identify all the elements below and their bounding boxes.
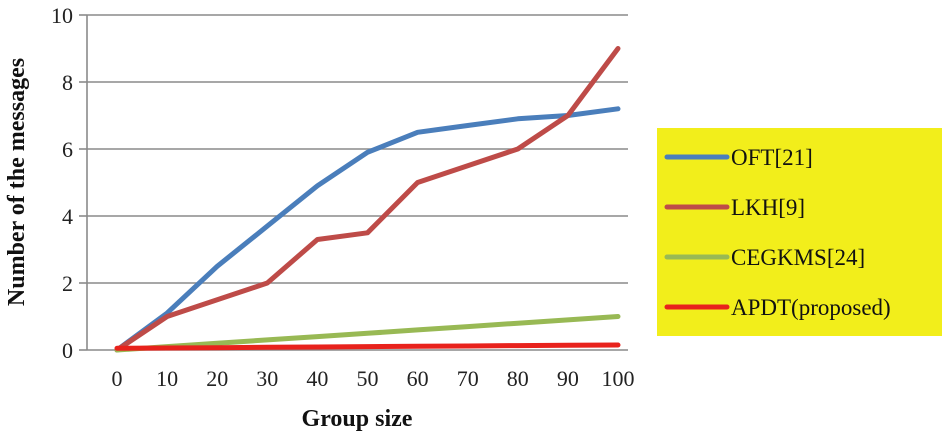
series-line-lkh-9 — [114, 46, 621, 353]
x-tick-label: 50 — [357, 366, 379, 391]
x-tick-label: 60 — [407, 366, 429, 391]
x-tick-label: 10 — [156, 366, 178, 391]
y-tick-label: 4 — [62, 204, 73, 229]
grid-lines — [79, 14, 628, 351]
legend-label-apdt-proposed: APDT(proposed) — [731, 295, 891, 320]
x-axis-title: Group size — [302, 406, 413, 432]
series-line-cegkms-24 — [114, 314, 621, 353]
y-axis-title: Number of the messages — [4, 58, 30, 306]
legend-background — [657, 128, 942, 336]
y-tick-labels: 0 2 4 6 8 10 — [51, 3, 73, 363]
axes — [86, 15, 628, 351]
legend-label-oft-21: OFT[21] — [731, 145, 813, 170]
legend-label-lkh-9: LKH[9] — [731, 195, 805, 220]
x-tick-label: 90 — [557, 366, 579, 391]
x-tick-label: 40 — [306, 366, 328, 391]
x-tick-labels: 0 10 20 30 40 50 60 70 80 90 100 — [112, 366, 635, 391]
x-tick-label: 100 — [602, 366, 635, 391]
series-line-oft-21 — [114, 106, 621, 353]
x-tick-label: 20 — [206, 366, 228, 391]
legend: OFT[21] LKH[9] CEGKMS[24] APDT(proposed) — [657, 128, 942, 336]
x-tick-label: 0 — [112, 366, 123, 391]
x-tick-label: 70 — [457, 366, 479, 391]
legend-label-cegkms-24: CEGKMS[24] — [731, 245, 865, 270]
y-tick-label: 6 — [62, 137, 73, 162]
y-tick-label: 10 — [51, 3, 73, 28]
y-tick-label: 0 — [62, 338, 73, 363]
y-tick-label: 8 — [62, 70, 73, 95]
y-tick-label: 2 — [62, 271, 73, 296]
x-tick-label: 80 — [507, 366, 529, 391]
series-lines — [114, 46, 621, 353]
x-tick-label: 30 — [256, 366, 278, 391]
series-line-apdt-proposed — [114, 342, 621, 351]
